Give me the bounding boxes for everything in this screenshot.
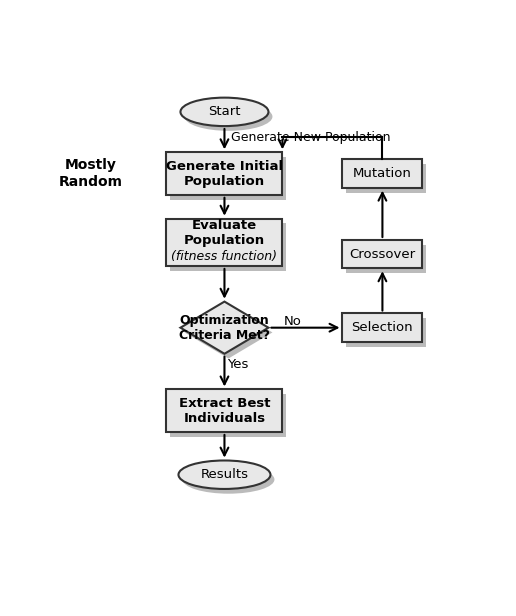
FancyBboxPatch shape — [167, 152, 282, 195]
Ellipse shape — [181, 97, 268, 126]
Text: Generate New Population: Generate New Population — [231, 131, 390, 145]
Ellipse shape — [185, 102, 272, 131]
Text: Results: Results — [200, 468, 249, 481]
FancyBboxPatch shape — [167, 389, 282, 432]
Text: Mostly
Random: Mostly Random — [58, 158, 122, 188]
Text: (fitness function): (fitness function) — [171, 250, 278, 263]
FancyBboxPatch shape — [346, 318, 426, 347]
FancyBboxPatch shape — [170, 224, 286, 271]
FancyBboxPatch shape — [346, 164, 426, 192]
Text: Mutation: Mutation — [353, 167, 412, 180]
Text: Crossover: Crossover — [349, 248, 415, 261]
FancyBboxPatch shape — [343, 240, 423, 269]
FancyBboxPatch shape — [170, 157, 286, 200]
Text: Evaluate
Population: Evaluate Population — [184, 219, 265, 247]
FancyBboxPatch shape — [167, 219, 282, 266]
Text: No: No — [283, 315, 301, 328]
Text: Start: Start — [208, 105, 240, 118]
Text: Generate Initial
Population: Generate Initial Population — [166, 160, 283, 187]
Polygon shape — [185, 306, 272, 359]
Ellipse shape — [183, 465, 275, 493]
FancyBboxPatch shape — [346, 245, 426, 273]
Text: Selection: Selection — [351, 321, 413, 334]
Text: Optimization
Criteria Met?: Optimization Criteria Met? — [179, 314, 270, 342]
FancyBboxPatch shape — [343, 160, 423, 188]
Polygon shape — [181, 302, 268, 354]
Text: Extract Best
Individuals: Extract Best Individuals — [179, 397, 270, 424]
Text: Yes: Yes — [227, 358, 248, 371]
Ellipse shape — [179, 461, 270, 489]
FancyBboxPatch shape — [170, 394, 286, 437]
FancyBboxPatch shape — [343, 314, 423, 342]
